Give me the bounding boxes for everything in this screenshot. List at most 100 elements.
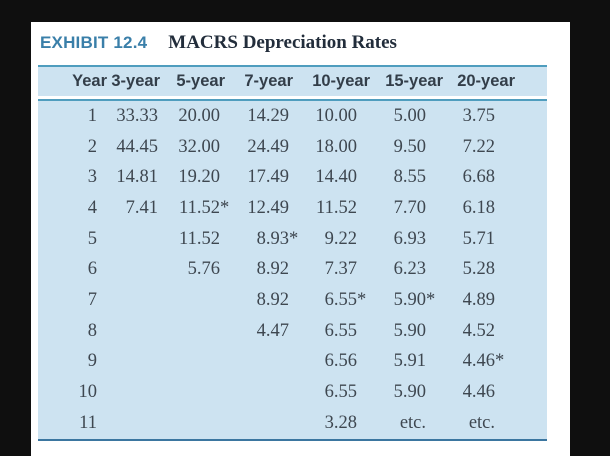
- rate-cell: 9.50: [372, 131, 445, 163]
- rate-cell: [227, 407, 295, 441]
- rate-cell: 8.93*: [227, 223, 298, 255]
- rate-cell: 12.49: [227, 193, 295, 224]
- table-row: 10 6.55 5.90 4.46: [38, 377, 547, 408]
- rate-cell: 7.37: [295, 254, 372, 286]
- rate-cell: 14.81: [109, 162, 162, 194]
- rate-cell: 6.55: [295, 315, 372, 347]
- rate-cell: 5.28: [445, 254, 517, 286]
- macrs-depreciation-table: Year 3-year 5-year 7-year 10-year 15-year 20-y…: [38, 65, 547, 441]
- rate-cell: 10.00: [295, 100, 372, 132]
- rate-cell: [162, 315, 227, 347]
- rate-cell: 6.18: [445, 193, 517, 224]
- filler-cell: [517, 346, 547, 378]
- column-header-7-year: 7-year: [227, 65, 295, 96]
- table-row: 1 33.33 20.00 14.29 10.00 5.00 3.75: [38, 100, 547, 132]
- rate-cell: 5.76: [162, 254, 227, 286]
- table-row: 5 11.52 8.93* 9.22 6.93 5.71: [38, 223, 547, 255]
- rate-cell: 3.28: [295, 407, 372, 441]
- filler-cell: [517, 131, 547, 163]
- column-header-year: Year: [38, 65, 109, 96]
- rate-cell: 11.52: [162, 223, 227, 255]
- rate-cell: 6.68: [445, 162, 517, 194]
- table-row: 3 14.81 19.20 17.49 14.40 8.55 6.68: [38, 162, 547, 194]
- year-cell: 1: [38, 100, 109, 132]
- table-row: 4 7.41 11.52* 12.49 11.52 7.70 6.18: [38, 193, 547, 224]
- rate-cell: [162, 346, 227, 378]
- rate-cell: [227, 377, 295, 408]
- header-separator: [38, 96, 547, 101]
- year-cell: 2: [38, 131, 109, 163]
- rate-cell: 6.56: [295, 346, 372, 378]
- filler-cell: [517, 100, 547, 132]
- year-cell: 7: [38, 285, 109, 316]
- rate-cell: etc.: [372, 407, 445, 441]
- rate-cell: 44.45: [109, 131, 162, 163]
- table-row: 9 6.56 5.91 4.46*: [38, 346, 547, 378]
- rate-cell: 5.90: [372, 315, 445, 347]
- exhibit-panel: EXHIBIT 12.4 MACRS Depreciation Rates Ye…: [31, 22, 570, 456]
- rate-cell: 7.41: [109, 193, 162, 224]
- exhibit-number: EXHIBIT 12.4: [40, 33, 148, 52]
- rate-cell: 5.90: [372, 377, 445, 408]
- rate-cell: 4.46*: [445, 346, 517, 378]
- rate-cell: 4.46: [445, 377, 517, 408]
- rate-cell: 19.20: [162, 162, 227, 194]
- exhibit-header: EXHIBIT 12.4 MACRS Depreciation Rates: [40, 32, 570, 54]
- filler-cell: [517, 285, 547, 316]
- rate-cell: 17.49: [227, 162, 295, 194]
- table-row: 8 4.47 6.55 5.90 4.52: [38, 315, 547, 347]
- column-header-15-year: 15-year: [372, 65, 445, 96]
- filler-cell: [517, 223, 547, 255]
- rate-cell: [162, 285, 227, 316]
- rate-cell: 4.89: [445, 285, 517, 316]
- rate-cell: 4.47: [227, 315, 295, 347]
- rate-cell: [227, 346, 295, 378]
- rate-cell: 6.55: [295, 377, 372, 408]
- rate-cell: 20.00: [162, 100, 227, 132]
- header-row: Year 3-year 5-year 7-year 10-year 15-year 20-y…: [38, 65, 547, 96]
- column-header-10-year: 10-year: [295, 65, 372, 96]
- table-body: 1 33.33 20.00 14.29 10.00 5.00 3.75 2 44.45 32.00…: [38, 100, 547, 441]
- rate-cell: [162, 377, 227, 408]
- year-cell: 4: [38, 193, 109, 224]
- rate-cell: 5.71: [445, 223, 517, 255]
- rate-cell: 4.52: [445, 315, 517, 347]
- table-row: 11 3.28 etc. etc.: [38, 407, 547, 441]
- filler-cell: [517, 315, 547, 347]
- rate-cell: [109, 377, 162, 408]
- rate-cell: 7.22: [445, 131, 517, 163]
- rate-cell: [109, 285, 162, 316]
- year-cell: 11: [38, 407, 109, 441]
- year-cell: 3: [38, 162, 109, 194]
- rate-cell: [109, 346, 162, 378]
- filler-cell: [517, 377, 547, 408]
- filler-cell: [517, 162, 547, 194]
- rate-cell: 7.70: [372, 193, 445, 224]
- exhibit-title: MACRS Depreciation Rates: [168, 32, 397, 53]
- rate-cell: [109, 254, 162, 286]
- table-row: 7 8.92 6.55* 5.90* 4.89: [38, 285, 547, 316]
- rate-cell: [109, 223, 162, 255]
- rate-cell: 6.55*: [295, 285, 372, 316]
- year-cell: 6: [38, 254, 109, 286]
- rate-cell: 33.33: [109, 100, 162, 132]
- rate-cell: 8.55: [372, 162, 445, 194]
- rate-cell: 5.90*: [372, 285, 445, 316]
- rate-cell: 9.22: [295, 223, 372, 255]
- column-header-20-year: 20-year: [445, 65, 517, 96]
- rate-cell: etc.: [445, 407, 517, 441]
- year-cell: 10: [38, 377, 109, 408]
- column-header-5-year: 5-year: [162, 65, 227, 96]
- rate-cell: [109, 407, 162, 441]
- year-cell: 5: [38, 223, 109, 255]
- rate-cell: [162, 407, 227, 441]
- rate-cell: 24.49: [227, 131, 295, 163]
- rate-cell: 32.00: [162, 131, 227, 163]
- table-row: 2 44.45 32.00 24.49 18.00 9.50 7.22: [38, 131, 547, 163]
- rate-cell: 11.52: [295, 193, 372, 224]
- rate-cell: [109, 315, 162, 347]
- table-row: 6 5.76 8.92 7.37 6.23 5.28: [38, 254, 547, 286]
- rate-cell: 5.91: [372, 346, 445, 378]
- filler-cell: [517, 193, 547, 224]
